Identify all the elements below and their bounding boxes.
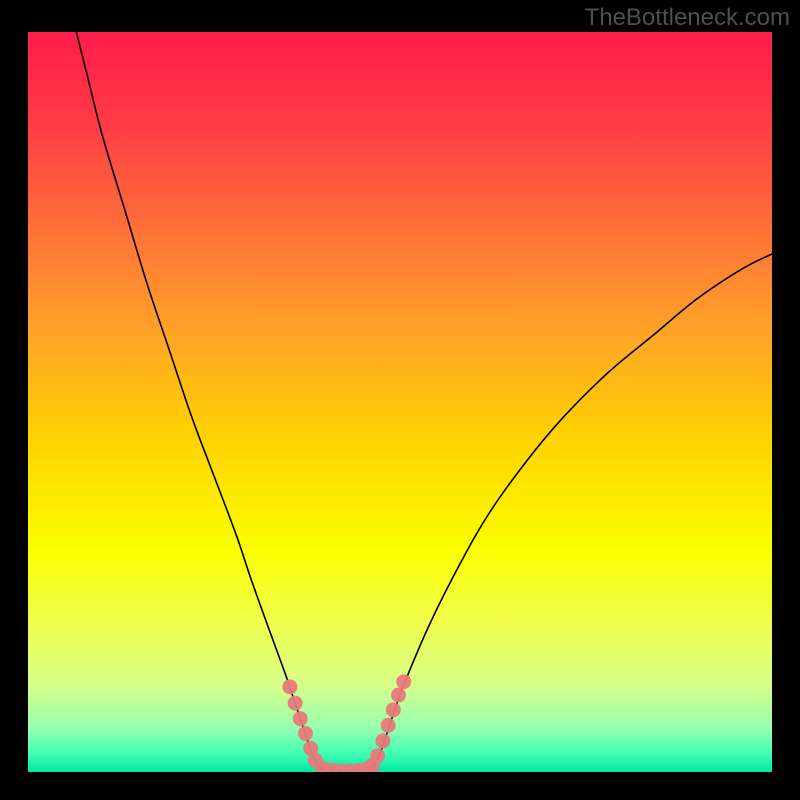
chart-stage: TheBottleneck.com <box>0 0 800 800</box>
highlight-markers <box>28 32 772 772</box>
watermark-text: TheBottleneck.com <box>585 4 790 32</box>
plot-area <box>28 32 772 772</box>
